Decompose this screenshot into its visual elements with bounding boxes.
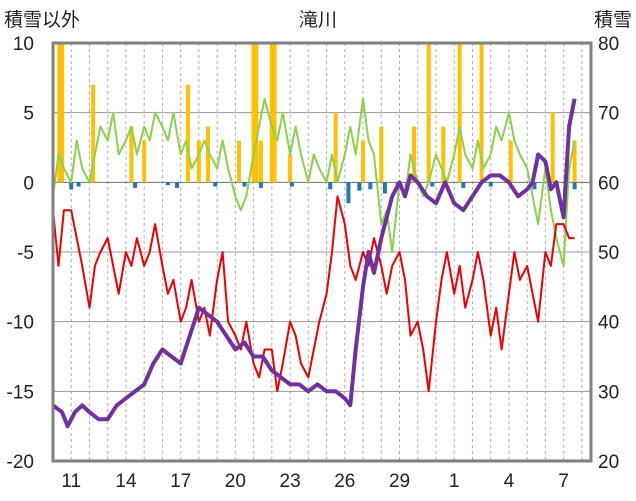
precipitation-bar: [441, 126, 446, 183]
precipitation-bar: [379, 126, 384, 183]
max_temp-line: [52, 97, 576, 267]
snowfall_bar-bar: [346, 182, 351, 204]
right-tick-label: 30: [598, 382, 619, 403]
snowfall_bar-bar: [488, 182, 493, 187]
snowfall_bar-bar: [572, 182, 577, 190]
right-axis-label: 積雪: [594, 9, 632, 31]
snowfall_bar-bar: [368, 182, 373, 190]
right-tick-label: 20: [598, 452, 619, 473]
x-tick-label: 1: [449, 471, 460, 492]
right-tick-label: 40: [598, 313, 619, 334]
precipitation-bar: [185, 84, 190, 183]
snowfall_bar-bar: [532, 182, 537, 190]
left-tick-label: 5: [23, 104, 34, 125]
x-tick-label: 29: [389, 471, 410, 492]
x-tick-label: 20: [225, 471, 246, 492]
right-tick-label: 50: [598, 243, 619, 264]
x-axis-ticks: 11 14 17 20 23 26 29 1 4 7: [61, 471, 569, 492]
snowfall_bar-bar: [430, 182, 435, 187]
snowfall_bar-bar: [258, 182, 263, 188]
snowfall_bar-bar: [328, 182, 333, 190]
right-tick-label: 70: [598, 104, 619, 125]
precipitation-bar: [196, 140, 201, 183]
precipitation-bar: [60, 43, 65, 183]
precipitation-bar: [550, 112, 555, 183]
snowfall_bar-bar: [242, 182, 247, 187]
snowfall_bar-bar: [382, 182, 387, 194]
precipitation-bar: [254, 43, 259, 183]
min_temp-line: [52, 195, 575, 393]
line-series: [51, 97, 577, 429]
x-tick-label: 23: [280, 471, 301, 492]
precipitation-bar: [333, 112, 338, 183]
left-tick-label: -15: [7, 382, 34, 403]
precipitation-bar: [426, 43, 431, 183]
left-tick-label: -5: [17, 243, 34, 264]
precipitation-bar: [361, 140, 366, 183]
snowfall_bar-bar: [213, 182, 218, 187]
bar-series: [57, 43, 577, 204]
plot-frame: [51, 41, 593, 463]
snowfall_bar-bar: [133, 182, 138, 188]
snow_depth-line: [51, 98, 577, 429]
x-tick-label: 7: [558, 471, 569, 492]
precipitation-bar: [142, 140, 147, 183]
precipitation-bar: [129, 126, 134, 183]
precipitation-bar: [457, 43, 462, 183]
precipitation-bar: [269, 43, 274, 183]
left-tick-label: 0: [23, 173, 34, 194]
precipitation-bar: [572, 140, 577, 183]
x-tick-label: 14: [115, 471, 137, 492]
left-axis-ticks: 10 5 0 -5 -10 -15 -20: [7, 34, 34, 473]
precipitation-bar: [251, 43, 256, 183]
precipitation-bar: [237, 140, 242, 183]
precipitation-bar: [508, 140, 513, 183]
right-axis-ticks: 80 70 60 50 40 30 20: [598, 34, 619, 473]
snowfall_bar-bar: [357, 182, 362, 191]
precipitation-bar: [288, 154, 293, 183]
precipitation-bar: [258, 140, 263, 183]
x-tick-label: 26: [334, 471, 355, 492]
snowfall_bar-bar: [461, 182, 466, 188]
snowfall_bar-bar: [289, 182, 294, 187]
precipitation-bar: [57, 43, 62, 183]
precipitation-bar: [272, 43, 277, 183]
precipitation-bar: [479, 43, 484, 183]
x-tick-label: 11: [61, 471, 81, 492]
x-tick-label: 17: [170, 471, 191, 492]
snowfall_bar-bar: [165, 182, 170, 186]
right-tick-label: 60: [598, 173, 619, 194]
snowfall_bar-bar: [175, 182, 180, 188]
left-tick-label: -20: [7, 452, 34, 473]
snowfall_bar-bar: [69, 182, 74, 190]
snowfall_bar-bar: [76, 182, 81, 187]
left-tick-label: 10: [13, 34, 34, 55]
right-tick-label: 80: [598, 34, 619, 55]
x-tick-label: 4: [504, 471, 515, 492]
left-axis-label: 積雪以外: [4, 9, 80, 31]
left-tick-label: -10: [7, 313, 34, 334]
precipitation-bar: [91, 84, 96, 183]
chart-title: 滝川: [299, 9, 337, 31]
precipitation-bar: [412, 126, 417, 183]
precipitation-bar: [206, 126, 211, 183]
